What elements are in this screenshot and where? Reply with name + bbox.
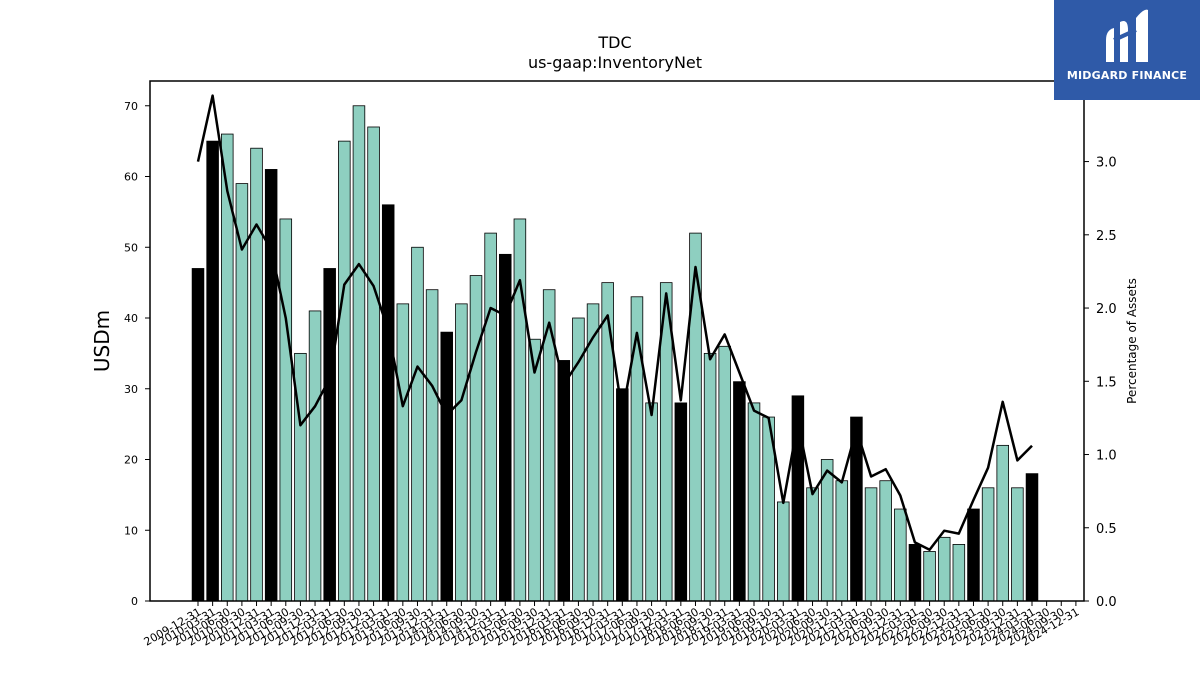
y2-tick-label: 1.0 bbox=[1096, 449, 1117, 464]
y2-tick-label: 2.0 bbox=[1096, 302, 1117, 317]
y2-tick-label: 0.5 bbox=[1096, 522, 1117, 537]
bar bbox=[206, 140, 219, 602]
y-tick-label: 0 bbox=[131, 595, 138, 608]
bar-series bbox=[191, 105, 1039, 602]
bar bbox=[616, 388, 629, 602]
brand-logo: MIDGARD FINANCE bbox=[1054, 0, 1200, 100]
bar bbox=[747, 402, 761, 602]
bar bbox=[674, 402, 688, 602]
bar bbox=[718, 345, 731, 602]
bar bbox=[1011, 487, 1024, 602]
y2-tick-label: 1.5 bbox=[1096, 375, 1117, 390]
bar bbox=[1025, 473, 1039, 602]
bar bbox=[308, 310, 322, 602]
bar bbox=[923, 551, 936, 602]
bar bbox=[586, 303, 600, 602]
chart-subtitle: us-gaap:InventoryNet bbox=[528, 53, 702, 72]
bar bbox=[967, 508, 980, 602]
y-tick-label: 10 bbox=[124, 524, 138, 537]
bar bbox=[894, 508, 907, 602]
bar bbox=[820, 459, 834, 602]
bar bbox=[835, 480, 849, 602]
bar bbox=[703, 352, 717, 602]
y2-tick-label: 2.5 bbox=[1096, 229, 1117, 244]
left-axis-ticks: 0 10 20 30 40 50 60 70 bbox=[124, 100, 150, 608]
bar bbox=[806, 487, 819, 602]
y-tick-label: 70 bbox=[124, 100, 138, 113]
y-tick-label: 50 bbox=[124, 241, 138, 254]
bar bbox=[952, 544, 966, 602]
bar bbox=[352, 105, 366, 602]
bar bbox=[557, 360, 571, 602]
chart-title: TDC bbox=[597, 33, 631, 52]
bar bbox=[981, 487, 995, 602]
bar bbox=[630, 296, 644, 602]
bar bbox=[279, 218, 293, 602]
y2-tick-label: 3.0 bbox=[1096, 156, 1117, 171]
bar bbox=[338, 140, 351, 602]
bar bbox=[601, 282, 614, 602]
logo-mark-icon bbox=[1106, 9, 1148, 62]
y-tick-label: 60 bbox=[124, 171, 138, 184]
percent-line-series bbox=[196, 94, 1033, 551]
bar bbox=[645, 402, 658, 602]
bar bbox=[469, 275, 483, 602]
bar bbox=[777, 501, 790, 602]
y-tick-label: 40 bbox=[124, 312, 138, 325]
y-axis-label: USDm bbox=[90, 310, 114, 372]
y2-axis-label: Percentage of Assets bbox=[1125, 278, 1139, 404]
bar bbox=[381, 204, 395, 602]
logo-text: MIDGARD FINANCE bbox=[1066, 69, 1188, 82]
bar bbox=[996, 444, 1009, 602]
bar bbox=[513, 218, 527, 602]
bar bbox=[425, 289, 439, 602]
bar bbox=[733, 381, 746, 602]
bar bbox=[367, 126, 380, 602]
bar bbox=[250, 147, 263, 602]
bar bbox=[191, 268, 205, 602]
bar bbox=[864, 487, 878, 602]
bar bbox=[396, 303, 410, 602]
right-axis-ticks: 0.0 0.5 1.0 1.5 2.0 2.5 3.0 bbox=[1084, 156, 1117, 610]
bar bbox=[411, 246, 424, 602]
plot-frame bbox=[149, 80, 1085, 602]
bar bbox=[323, 268, 336, 602]
y2-tick-label: 0.0 bbox=[1096, 595, 1117, 610]
bar bbox=[440, 331, 453, 602]
bar bbox=[484, 232, 497, 602]
y-tick-label: 20 bbox=[124, 454, 138, 467]
bar bbox=[879, 480, 892, 602]
bar bbox=[908, 544, 922, 602]
bar bbox=[937, 536, 951, 602]
x-axis-ticks: 2009-12-312010-03-312010-06-302010-09-30… bbox=[142, 601, 1081, 649]
bar bbox=[528, 338, 541, 602]
bar bbox=[264, 169, 278, 602]
percent-of-assets-line bbox=[196, 94, 1033, 551]
y-tick-label: 30 bbox=[124, 383, 138, 396]
bar bbox=[455, 303, 468, 602]
